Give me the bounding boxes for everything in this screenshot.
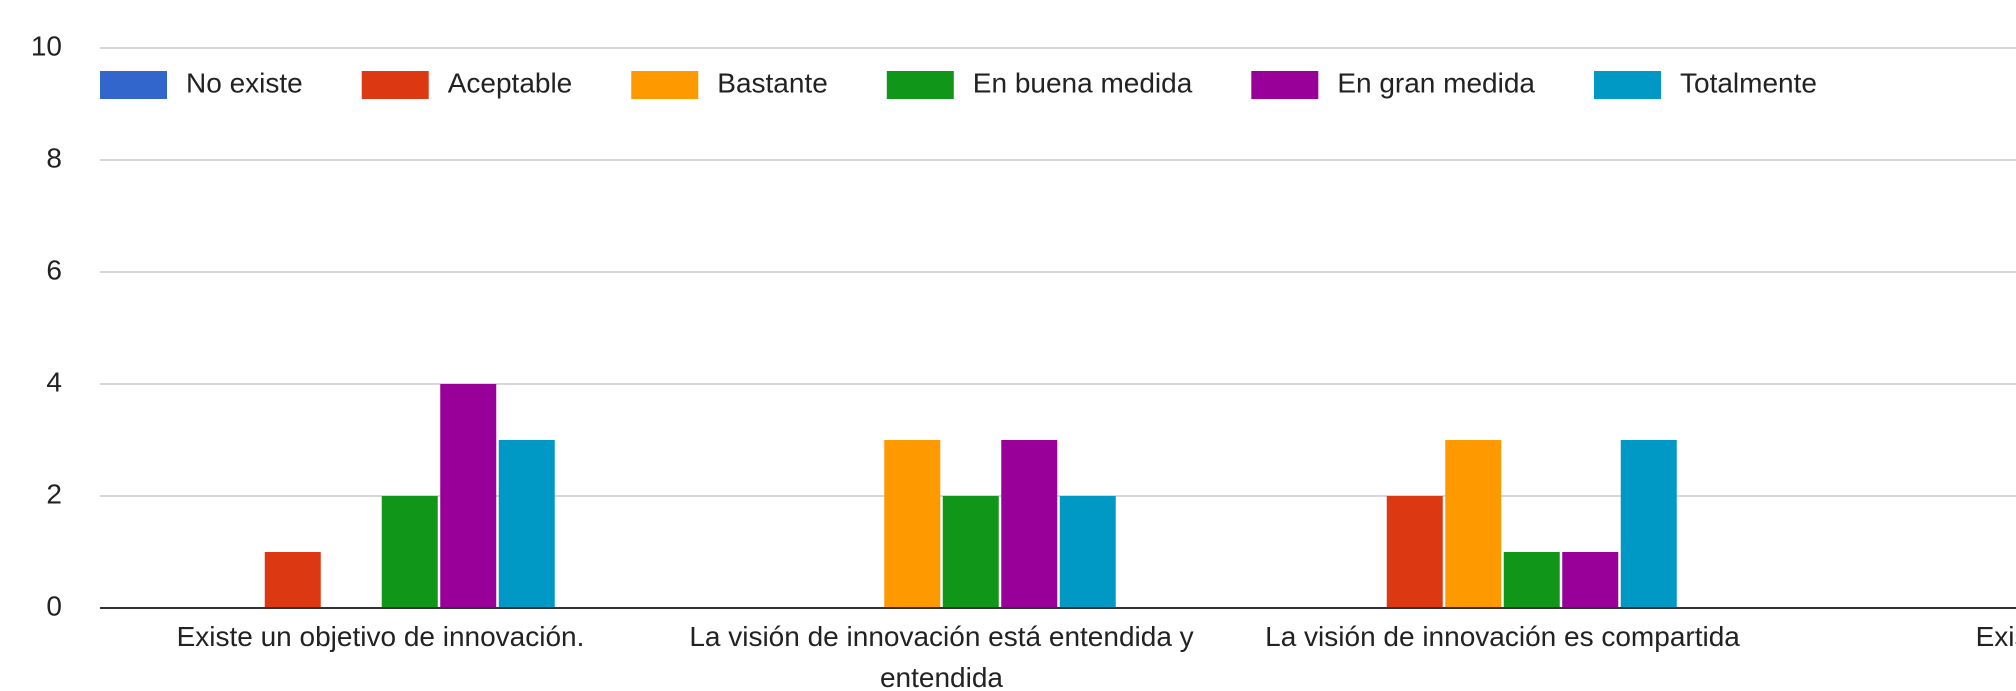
legend-swatch [361,71,429,99]
x-tick-label-line: La visión de innovación está entendida y [689,621,1193,652]
y-tick-label: 10 [31,30,62,61]
legend-label: Bastante [717,67,828,98]
y-tick-label: 4 [46,366,62,397]
legend-swatch [886,71,954,99]
y-tick-label: 6 [46,254,62,285]
bar [1620,440,1677,608]
legend-swatch [1594,71,1661,99]
legend-label: En buena medida [973,67,1193,98]
x-tick-label-line: Existe un objetivo de innovación. [177,621,585,652]
legend-label: No existe [186,67,303,98]
legend-swatch [631,71,699,99]
x-tick-label: La visión de innovación está entendida y… [689,621,1193,691]
x-tick-label-line: La visión de innovación es compartida [1265,621,1740,652]
legend-label: En gran medida [1337,67,1535,98]
legend-label: Totalmente [1680,67,1817,98]
bar [1445,440,1502,608]
bar [1059,496,1116,608]
y-tick-label: 8 [46,142,62,173]
bar [1562,552,1619,608]
bar [884,440,941,608]
bar [381,496,438,608]
legend-label: Aceptable [448,67,573,98]
bar [440,384,497,608]
bar [498,440,555,608]
x-tick-label-line: entendida [880,662,1003,691]
bar [264,552,321,608]
x-tick-label-line: Existe libertad [1976,621,2016,652]
bar [1503,552,1560,608]
bar [942,496,999,608]
bar [1386,496,1443,608]
legend-swatch [1251,71,1319,99]
x-tick-label: La visión de innovación es compartida [1265,621,1740,652]
y-tick-label: 2 [46,478,62,509]
y-tick-label: 0 [46,590,62,621]
legend-swatch [100,71,167,99]
bar [1001,440,1058,608]
x-tick-label: Existe libertad [1976,621,2016,652]
x-tick-label: Existe un objetivo de innovación. [177,621,585,652]
